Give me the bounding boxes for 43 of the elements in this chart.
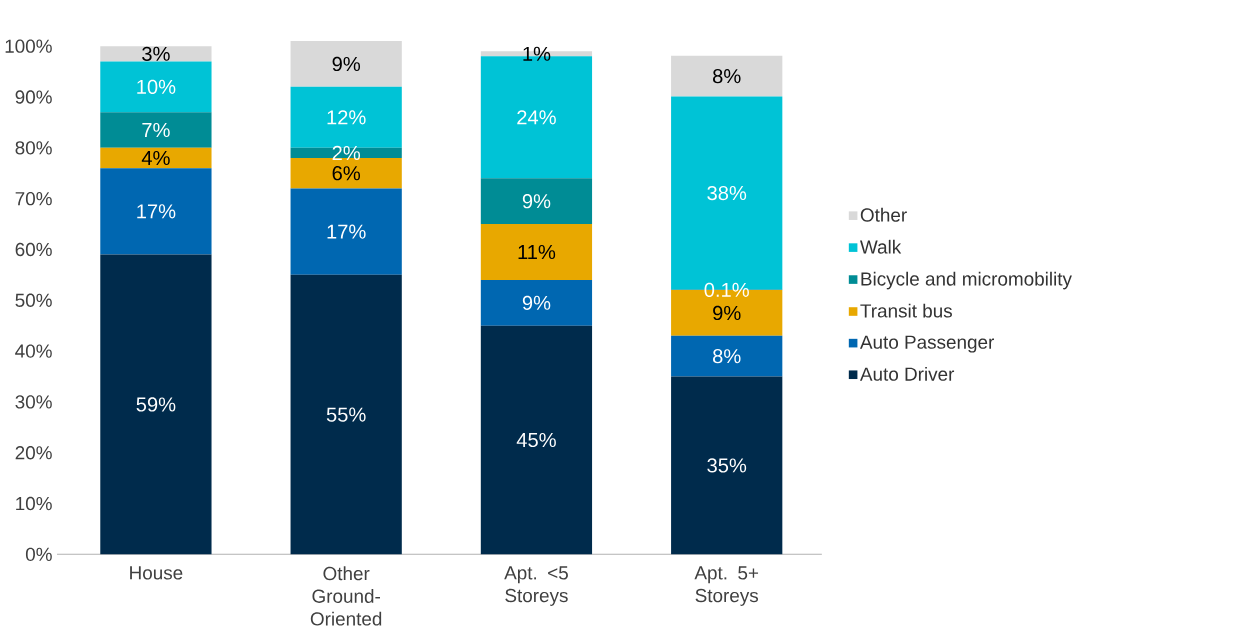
data-label: 2% — [332, 145, 361, 161]
data-label: 3% — [142, 46, 170, 62]
y-tick-label: 30% — [15, 395, 52, 409]
legend-label: Auto Driver — [859, 367, 955, 381]
data-label: 17% — [137, 204, 176, 219]
x-tick-label: Apt. <5 Storeys — [504, 566, 568, 607]
data-label: 24% — [517, 110, 556, 125]
data-label: 9% — [522, 194, 551, 209]
data-label: 7% — [142, 123, 170, 138]
data-label: 9% — [522, 295, 551, 311]
y-tick-label: 100% — [5, 39, 52, 54]
data-label: 9% — [332, 56, 361, 72]
data-label: 8% — [713, 69, 741, 84]
x-tick-label: Apt. 5+ Storeys — [694, 566, 759, 607]
data-label: 12% — [327, 110, 366, 125]
y-tick-label: 60% — [15, 242, 52, 257]
y-tick-label: 40% — [15, 344, 52, 358]
data-label: 9% — [713, 305, 741, 321]
data-label: 38% — [707, 186, 747, 201]
data-label: 6% — [332, 166, 361, 181]
y-tick-label: 90% — [15, 90, 52, 104]
legend-label: Auto Passenger — [859, 335, 995, 353]
y-tick-label: 20% — [15, 446, 52, 460]
legend-label: Bicycle and micromobility — [861, 271, 1072, 290]
data-label: 10% — [137, 79, 176, 95]
data-label: 35% — [707, 458, 747, 473]
legend-label: Other — [860, 208, 907, 222]
legend-label: Transit bus — [860, 303, 952, 318]
data-label: 45% — [516, 433, 556, 448]
y-tick-label: 80% — [15, 141, 52, 155]
y-tick-label: 0% — [25, 547, 52, 562]
data-label: 8% — [713, 349, 741, 364]
x-tick-label: Other Ground-Oriented — [310, 566, 382, 626]
data-label: 4% — [141, 151, 170, 166]
y-tick-label: 10% — [16, 497, 52, 511]
data-label: 59% — [136, 397, 176, 412]
y-tick-label: 50% — [15, 293, 52, 308]
x-tick-label: House — [130, 566, 183, 580]
y-tick-label: 70% — [15, 192, 52, 206]
data-label: 55% — [326, 407, 366, 422]
data-label: 17% — [327, 224, 366, 239]
data-label: 11% — [518, 245, 556, 260]
legend-label: Walk — [860, 239, 902, 254]
